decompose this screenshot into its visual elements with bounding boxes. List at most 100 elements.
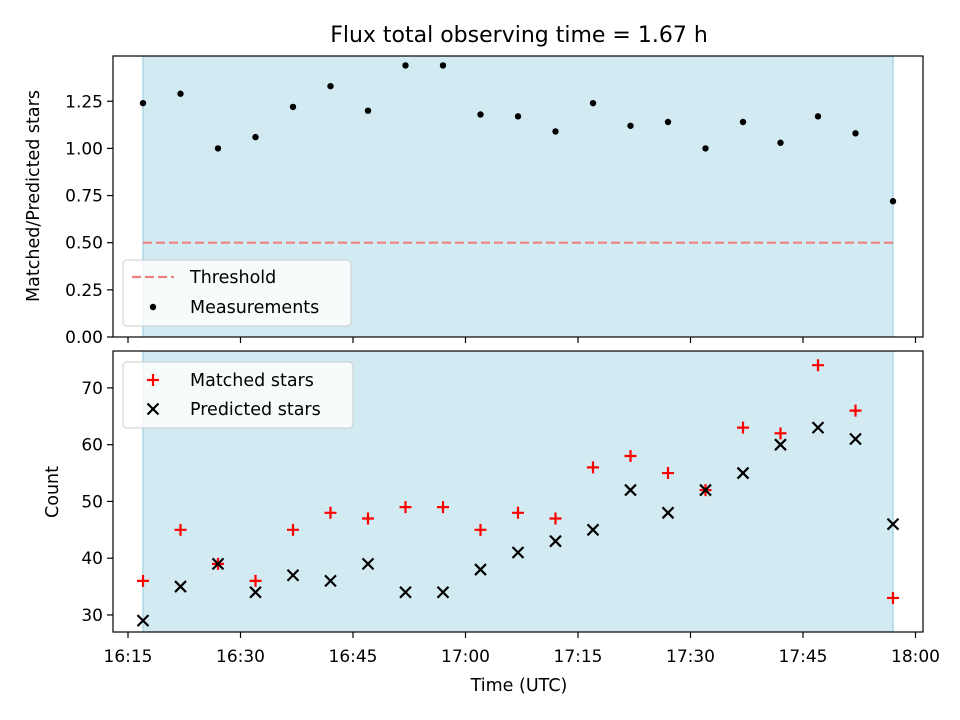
- predicted-star-point: [136, 614, 150, 627]
- y-tick-label: 60: [81, 436, 103, 456]
- predicted-star-point: [736, 466, 750, 480]
- predicted-star-point: [436, 585, 450, 599]
- predicted-star-point: [624, 483, 637, 497]
- measurement-point: [702, 145, 709, 152]
- y-tick-label: 40: [81, 549, 103, 569]
- legend-threshold-label: Threshold: [189, 268, 276, 288]
- x-tick-label: 17:45: [779, 647, 828, 667]
- top-legend: Threshold Measurements: [122, 259, 352, 327]
- y-tick-label: 50: [81, 492, 103, 512]
- y-tick-label: 0.50: [65, 234, 103, 254]
- matched-star-point: [887, 591, 899, 604]
- matched-star-point: [549, 512, 562, 525]
- predicted-star-point: [699, 483, 712, 497]
- measurement-point: [664, 118, 672, 126]
- legend-measurement-swatch: [149, 303, 157, 311]
- matched-star-point: [774, 427, 787, 440]
- top-measurement-points: [139, 62, 897, 205]
- measurement-point: [477, 111, 484, 118]
- measurement-point: [814, 113, 822, 120]
- axes-frame: [112, 55, 924, 338]
- predicted-star-point: [146, 402, 160, 416]
- predicted-star-point: [886, 517, 900, 531]
- y-tick-label: 0.00: [65, 328, 103, 348]
- measurement-point: [777, 139, 784, 146]
- predicted-star-point: [811, 421, 825, 434]
- matched-star-point: [624, 450, 637, 463]
- x-tick-label: 16:15: [104, 647, 153, 667]
- legend-matched-label: Matched stars: [190, 371, 314, 391]
- matched-star-point: [147, 374, 159, 386]
- legend-measurement-label: Measurements: [190, 298, 319, 318]
- measurement-point: [327, 82, 334, 90]
- x-tick-label: 16:45: [329, 647, 378, 667]
- figure-title: Flux total observing time = 1.67 h: [330, 23, 708, 48]
- predicted-star-point: [849, 432, 862, 446]
- bottom-star-points: [136, 359, 900, 627]
- measurement-point: [364, 107, 372, 114]
- predicted-star-point: [361, 557, 375, 571]
- predicted-star-point: [174, 580, 187, 593]
- y-tick-label: 1.25: [65, 92, 103, 112]
- y-tick-label: 0.75: [65, 187, 103, 207]
- bottom-axes: 30 40 50 60 70 16:15 16:30 16:45 17:00 17:15 17:30…: [81, 350, 940, 667]
- predicted-star-point: [286, 568, 300, 582]
- axes-frame: [112, 350, 924, 633]
- matched-star-point: [849, 404, 862, 417]
- top-axes: 0.00 0.25 0.50 0.75 1.00 1.25: [65, 55, 924, 348]
- measurement-point: [439, 62, 447, 69]
- matched-star-point: [587, 461, 599, 474]
- x-axis-label: Time (UTC): [470, 676, 568, 696]
- x-tick-label: 18:00: [891, 647, 940, 667]
- x-tick-label: 17:30: [666, 647, 715, 667]
- predicted-star-point: [211, 557, 225, 571]
- measurement-point: [739, 118, 747, 126]
- predicted-star-point: [661, 506, 675, 520]
- matched-star-point: [512, 506, 524, 519]
- matched-star-point: [662, 467, 674, 480]
- legend-box: [122, 259, 352, 327]
- predicted-star-point: [324, 574, 337, 588]
- matched-star-point: [287, 523, 299, 536]
- legend-box: [122, 361, 354, 429]
- predicted-star-point: [399, 585, 412, 599]
- predicted-star-point: [586, 523, 600, 537]
- x-tick-label: 16:30: [216, 647, 265, 667]
- measurement-point: [289, 103, 297, 111]
- measurement-point: [589, 99, 597, 107]
- top-y-axis-label: Matched/Predicted stars: [24, 90, 44, 302]
- measurement-point: [852, 130, 859, 137]
- y-tick-label: 30: [81, 606, 103, 626]
- matched-star-point: [399, 501, 412, 514]
- measurement-point: [889, 198, 897, 205]
- matched-star-point: [362, 512, 374, 525]
- x-tick-label: 17:15: [554, 647, 603, 667]
- matched-star-point: [737, 421, 749, 434]
- predicted-star-point: [249, 585, 262, 599]
- measurement-point: [177, 90, 184, 97]
- top-panel: 0.00 0.25 0.50 0.75 1.00 1.25 Matched/Predict…: [24, 55, 924, 348]
- predicted-star-point: [511, 546, 525, 559]
- measurement-point: [252, 133, 259, 141]
- measurement-point: [214, 145, 222, 152]
- measurement-point: [514, 113, 522, 120]
- matched-star-point: [437, 501, 449, 514]
- predicted-star-point: [549, 534, 562, 548]
- matched-star-point: [174, 523, 187, 536]
- legend-predicted-label: Predicted stars: [190, 400, 321, 420]
- measurement-point: [627, 122, 634, 129]
- matched-star-point: [137, 574, 149, 587]
- measurement-point: [402, 62, 409, 69]
- y-tick-label: 0.25: [65, 281, 103, 301]
- bottom-legend: Matched stars Predicted stars: [122, 361, 354, 429]
- predicted-star-point: [774, 438, 787, 451]
- matched-star-point: [474, 523, 487, 536]
- matched-star-point: [812, 359, 824, 372]
- y-tick-label: 70: [81, 379, 103, 399]
- x-tick-label: 17:00: [441, 647, 490, 667]
- predicted-star-point: [474, 563, 487, 576]
- matched-star-point: [324, 506, 337, 519]
- bottom-y-axis-label: Count: [43, 466, 63, 518]
- measurement-point: [139, 99, 147, 107]
